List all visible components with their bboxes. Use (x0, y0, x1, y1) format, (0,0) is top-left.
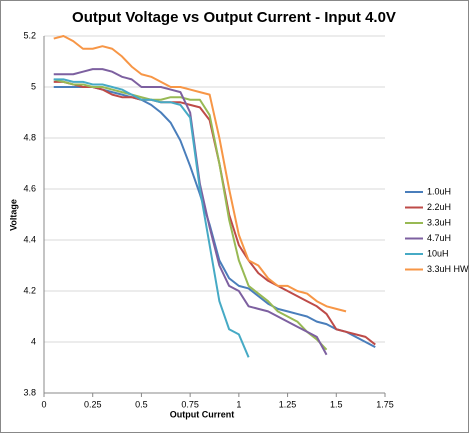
x-tick-label: 0 (41, 399, 46, 409)
y-tick-label: 4.8 (23, 132, 36, 142)
legend-label: 3.3uH HW (427, 264, 469, 274)
legend-label: 4.7uH (427, 233, 451, 243)
x-tick-label: 1.25 (279, 399, 297, 409)
x-tick-label: 0.25 (84, 399, 102, 409)
y-axis-title: Voltage (8, 199, 18, 231)
y-tick-label: 4.2 (23, 285, 36, 295)
legend-label: 2.2uH (427, 202, 451, 212)
legend-label: 1.0uH (427, 186, 451, 196)
series-line (53, 78, 328, 351)
x-tick-label: 0.5 (135, 399, 148, 409)
chart-title: Output Voltage vs Output Current - Input… (72, 9, 396, 26)
x-tick-label: 0.75 (181, 399, 199, 409)
y-tick-label: 5 (31, 81, 36, 91)
y-tick-label: 3.8 (23, 387, 36, 397)
x-tick-label: 1.75 (376, 399, 394, 409)
y-tick-label: 4 (31, 336, 36, 346)
y-tick-label: 4.4 (23, 234, 36, 244)
series-line (53, 68, 328, 356)
legend-label: 10uH (427, 248, 449, 258)
x-tick-label: 1.5 (330, 399, 343, 409)
series-line (53, 35, 347, 313)
x-axis-title: Output Current (170, 409, 235, 419)
y-tick-label: 5.2 (23, 30, 36, 40)
legend-label: 3.3uH (427, 217, 451, 227)
series-line (53, 78, 250, 358)
x-tick-label: 1 (236, 399, 241, 409)
y-tick-label: 4.6 (23, 183, 36, 193)
